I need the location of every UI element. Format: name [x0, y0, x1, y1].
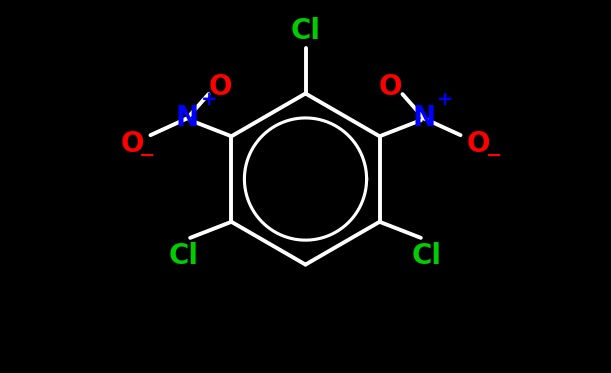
Text: N: N [175, 104, 199, 132]
Text: O: O [467, 131, 491, 159]
Text: +: + [200, 90, 217, 109]
Text: Cl: Cl [290, 17, 321, 45]
Text: O: O [379, 73, 402, 101]
Text: O: O [209, 73, 232, 101]
Text: −: − [139, 145, 156, 164]
Text: Cl: Cl [169, 242, 199, 270]
Text: −: − [486, 145, 502, 164]
Text: O: O [120, 131, 144, 159]
Text: Cl: Cl [412, 242, 442, 270]
Text: +: + [437, 90, 454, 109]
Text: N: N [412, 104, 436, 132]
